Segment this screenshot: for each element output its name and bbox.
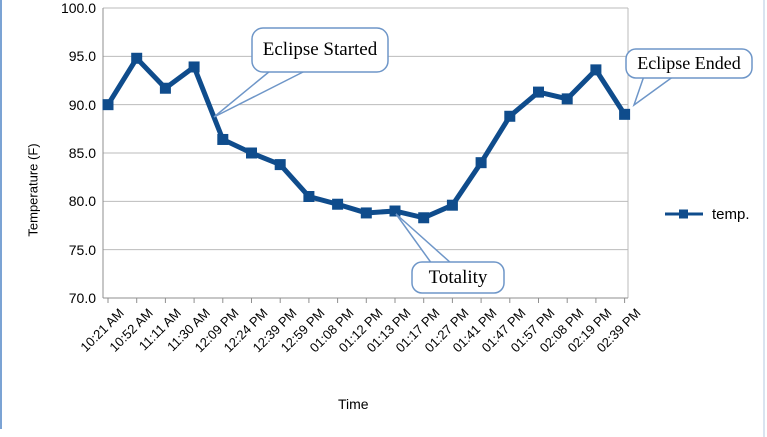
- eclipse-started-callout-pointer: [213, 70, 306, 118]
- x-axis-title: Time: [338, 396, 369, 412]
- temperature-series: [102, 52, 631, 224]
- y-tick-label: 100.0: [60, 0, 96, 16]
- legend-series-label: temp.: [712, 205, 750, 223]
- callout-shapes: [213, 27, 753, 294]
- y-tick-label: 80.0: [68, 193, 96, 210]
- y-tick-label: 90.0: [68, 96, 96, 113]
- annotation-eclipse-ended: Eclipse Ended: [637, 53, 741, 73]
- legend-line-marker-icon: [665, 209, 703, 219]
- annotation-eclipse-started: Eclipse Started: [262, 39, 378, 60]
- y-tick-label: 70.0: [68, 290, 96, 306]
- y-tick-label: 95.0: [68, 48, 96, 65]
- eclipse-ended-callout-box: [625, 48, 753, 79]
- eclipse-started-callout-box: [251, 27, 389, 73]
- axes: [102, 8, 628, 303]
- y-tick-label: 75.0: [68, 241, 96, 258]
- y-axis-title: Temperature (F): [25, 143, 41, 237]
- totality-callout-box: [411, 261, 505, 294]
- window-left-border: [0, 0, 2, 429]
- y-tick-label: 85.0: [68, 145, 96, 161]
- legend: temp.: [664, 205, 750, 223]
- window-right-border: [763, 0, 765, 437]
- eclipse-ended-callout-pointer: [632, 75, 677, 108]
- annotation-totality: Totality: [428, 266, 488, 288]
